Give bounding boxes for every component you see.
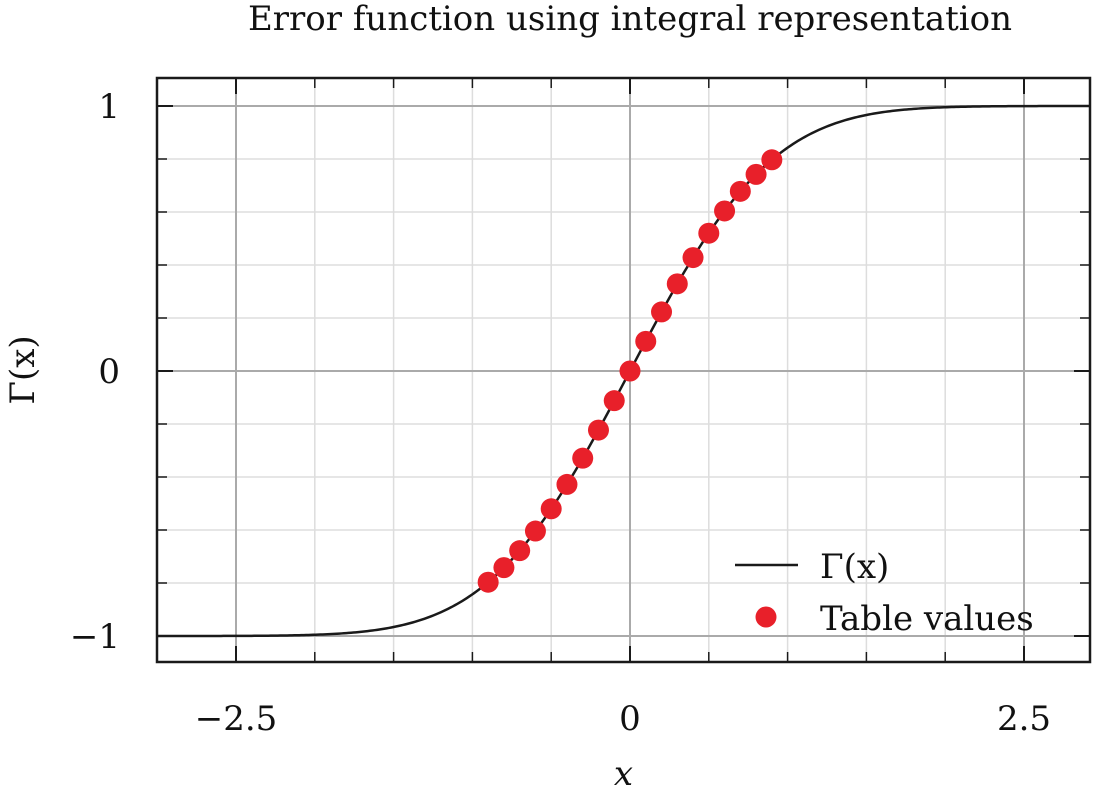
data-point: [524, 520, 546, 542]
data-point: [587, 419, 609, 441]
data-point: [635, 330, 657, 352]
y-tick-label: −1: [70, 617, 120, 657]
data-point: [540, 498, 562, 520]
legend: Γ(x) Table values: [735, 547, 1034, 639]
series-line-gamma: [157, 104, 1090, 638]
data-point: [666, 273, 688, 295]
legend-line-label: Γ(x): [820, 547, 889, 587]
data-point: [556, 473, 578, 495]
data-point: [477, 571, 499, 593]
data-point: [682, 247, 704, 269]
legend-dot-label: Table values: [820, 599, 1034, 639]
x-tick-label: −2.5: [195, 699, 278, 739]
data-point: [714, 200, 736, 222]
chart-title: Error function using integral representa…: [248, 0, 1012, 39]
legend-dot-swatch: [755, 606, 777, 628]
data-point: [619, 360, 641, 382]
data-point: [603, 390, 625, 412]
data-point: [572, 447, 594, 469]
data-point: [729, 180, 751, 202]
x-tick-label: 0: [619, 699, 641, 739]
tick-labels: −2.5 0 2.5 −1 0 1: [70, 87, 1051, 739]
x-axis-label: x: [614, 754, 633, 791]
y-tick-label: 0: [98, 352, 120, 392]
y-axis-label: Γ(x): [3, 335, 43, 404]
data-point: [651, 301, 673, 323]
x-tick-label: 2.5: [997, 699, 1051, 739]
data-point: [761, 149, 783, 171]
axis-ticks: [157, 78, 1090, 662]
data-point: [745, 163, 767, 185]
data-point: [509, 540, 531, 562]
y-tick-label: 1: [98, 87, 120, 127]
data-point: [698, 222, 720, 244]
plot-series: [157, 104, 1090, 638]
data-point: [493, 557, 515, 579]
